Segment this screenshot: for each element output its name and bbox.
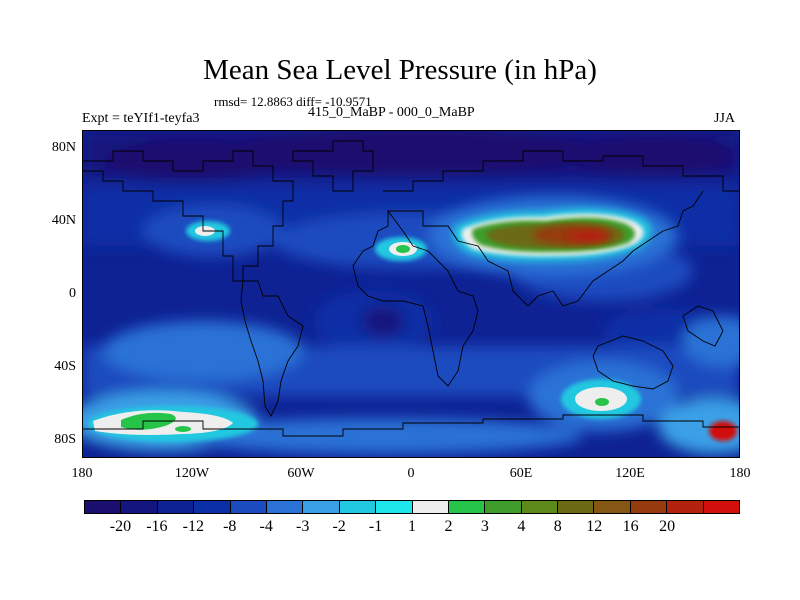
lon-label: 120W	[174, 466, 210, 481]
colorbar-label: -20	[109, 518, 132, 535]
colorbar-label: 4	[517, 518, 526, 535]
lat-label: 0	[69, 286, 76, 301]
colorbar-label: -8	[223, 518, 237, 535]
colorbar-swatch	[594, 501, 631, 513]
lon-label: 0	[407, 466, 415, 481]
map-panel	[82, 130, 740, 458]
southern-high	[561, 379, 641, 419]
colorbar-swatch	[376, 501, 413, 513]
plot-subtitle: 415_0_MaBP - 000_0_MaBP	[308, 105, 475, 120]
colorbar-swatch	[412, 501, 449, 513]
colorbar-swatch	[121, 501, 158, 513]
season-label: JJA	[714, 111, 736, 126]
colorbar-label: -12	[182, 518, 204, 535]
colorbar-swatch	[485, 501, 522, 513]
lon-label: 60W	[287, 466, 315, 481]
colorbar-swatch	[703, 501, 740, 513]
colorbar-label: 3	[480, 518, 489, 535]
coastlines	[83, 140, 739, 437]
colorbar-swatch	[194, 501, 231, 513]
colorbar-label: 1	[408, 518, 416, 535]
colorbar-label: 20	[659, 518, 676, 535]
colorbar-label: -16	[146, 518, 168, 535]
colorbar-label: -1	[368, 518, 383, 535]
colorbar-swatch	[448, 501, 486, 513]
colorbar-swatch	[521, 501, 559, 513]
lat-label: 40S	[54, 359, 76, 374]
lat-label: 80S	[54, 432, 76, 447]
colorbar-swatch	[230, 501, 267, 513]
lon-label: 180	[729, 466, 751, 481]
colorbar-swatch	[558, 501, 595, 513]
colorbar-label: -4	[259, 518, 273, 535]
colorbar-label: 2	[444, 518, 453, 535]
antarctic-high	[88, 406, 737, 442]
colorbar-swatch	[630, 501, 668, 513]
colorbar-swatch	[667, 501, 704, 513]
colorbar-label: 12	[586, 518, 603, 535]
colorbar-swatch	[303, 501, 340, 513]
experiment-label: Expt = teYIf1-teyfa3	[82, 111, 200, 126]
colorbar-swatch	[157, 501, 195, 513]
rmsd-diff-stats: rmsd= 12.8863 diff= -10.9571	[214, 94, 372, 109]
lon-label: 120E	[615, 466, 645, 481]
lon-label: 60E	[509, 466, 533, 481]
plot-title: Mean Sea Level Pressure (in hPa)	[203, 54, 597, 86]
lat-label: 40N	[51, 213, 76, 228]
lon-label: 180	[71, 466, 93, 481]
colorbar-label: -2	[332, 518, 346, 535]
lat-label: 80N	[51, 140, 76, 155]
colorbar	[84, 500, 740, 514]
colorbar-swatch	[85, 501, 122, 513]
colorbar-swatch	[266, 501, 304, 513]
pressure-map	[83, 131, 739, 457]
colorbar-swatch	[339, 501, 377, 513]
colorbar-label: -3	[295, 518, 310, 535]
asia-high	[375, 196, 678, 276]
colorbar-label: 16	[622, 518, 639, 535]
colorbar-label: 8	[553, 518, 562, 535]
